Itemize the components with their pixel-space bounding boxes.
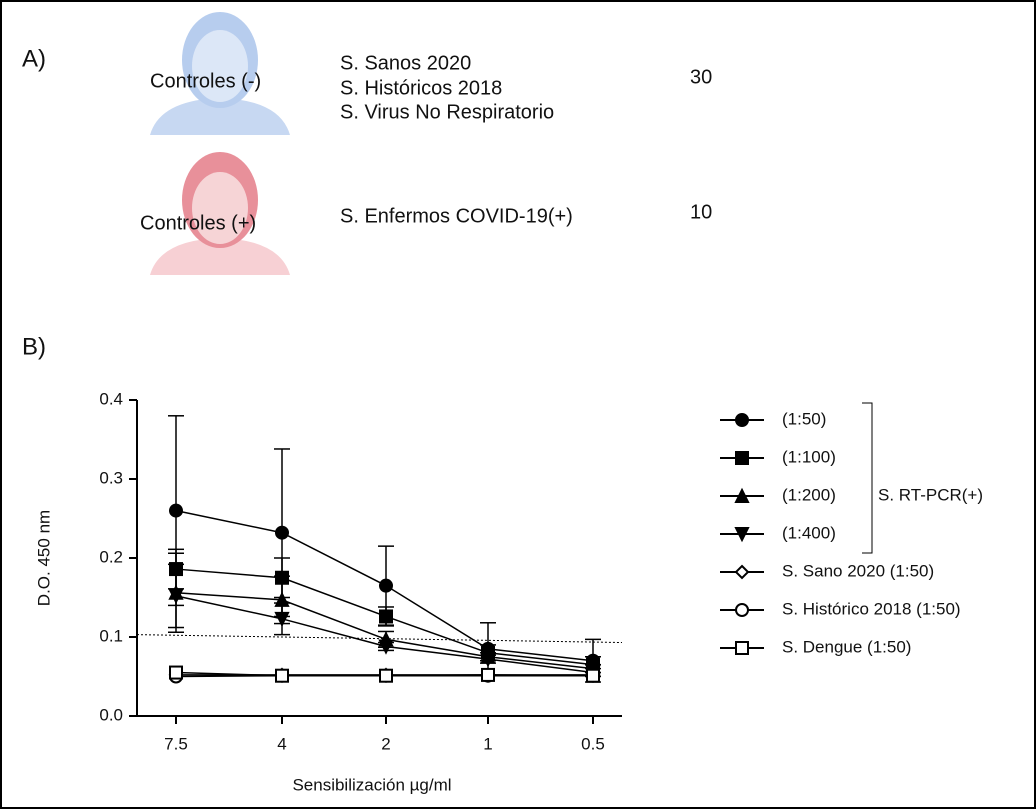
- legend-label: (1:400): [782, 523, 836, 542]
- sample: S. Enfermos COVID-19(+): [340, 205, 573, 227]
- x-tick-label: 2: [381, 734, 390, 753]
- data-point: [482, 669, 494, 681]
- y-tick-label: 0.3: [99, 468, 123, 487]
- group-name: Controles (-): [150, 70, 261, 92]
- legend-marker: [736, 604, 748, 616]
- legend-label: (1:200): [782, 485, 836, 504]
- sample: S. Históricos 2018: [340, 77, 502, 99]
- y-tick-label: 0.4: [99, 389, 123, 408]
- y-tick-label: 0.1: [99, 626, 123, 645]
- legend-label: S. Histórico 2018 (1:50): [782, 599, 961, 618]
- legend-label: (1:50): [782, 409, 826, 428]
- x-tick-label: 1: [483, 734, 492, 753]
- data-point: [276, 572, 288, 584]
- data-point: [170, 563, 182, 575]
- data-point: [276, 527, 288, 539]
- data-point: [380, 610, 392, 622]
- legend-label: S. Sano 2020 (1:50): [782, 561, 934, 580]
- page: {"panel_a": {"label": "A)", "groups": [ …: [0, 0, 1036, 809]
- data-point: [170, 667, 182, 679]
- data-point: [380, 580, 392, 592]
- panel-label: A): [22, 45, 46, 72]
- count: 30: [690, 66, 712, 88]
- legend-marker: [736, 452, 748, 464]
- count: 10: [690, 201, 712, 223]
- sample: S. Virus No Respiratorio: [340, 101, 554, 123]
- figure: A) Controles (-) S. Sanos 2020 S. Histór…: [0, 0, 1036, 809]
- x-tick-label: 7.5: [164, 734, 188, 753]
- group-name: Controles (+): [140, 212, 256, 234]
- panel-label: B): [22, 333, 46, 360]
- x-tick-label: 0.5: [581, 734, 605, 753]
- legend-marker: [736, 414, 748, 426]
- legend-label: S. Dengue (1:50): [782, 637, 911, 656]
- legend-group-label: S. RT-PCR(+): [878, 485, 983, 504]
- legend-marker: [736, 642, 748, 654]
- x-axis-title: Sensibilización µg/ml: [292, 775, 451, 794]
- data-point: [276, 670, 288, 682]
- x-tick-label: 4: [277, 734, 286, 753]
- y-tick-label: 0.0: [99, 705, 123, 724]
- sample: S. Sanos 2020: [340, 52, 471, 74]
- y-tick-label: 0.2: [99, 547, 123, 566]
- legend-label: (1:100): [782, 447, 836, 466]
- data-point: [380, 670, 392, 682]
- y-axis-title: D.O. 450 nm: [34, 510, 53, 606]
- data-point: [587, 670, 599, 682]
- data-point: [170, 505, 182, 517]
